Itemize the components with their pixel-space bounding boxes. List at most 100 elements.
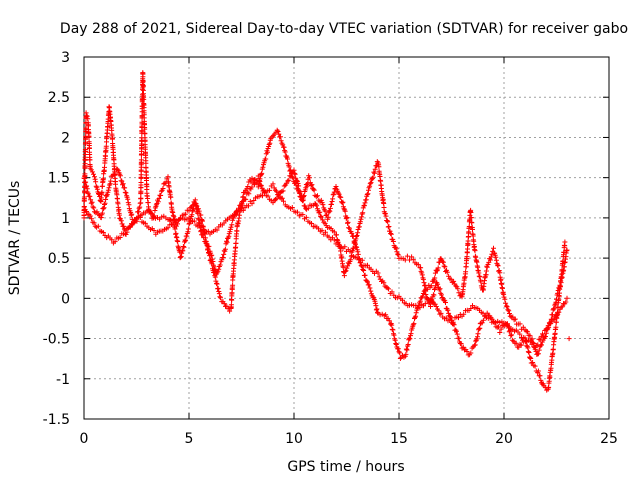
data-point-track-a [397, 350, 403, 356]
data-point-track-b [119, 178, 125, 184]
data-point-track-b [388, 231, 394, 236]
data-point-track-b [434, 268, 440, 274]
data-point-track-a [468, 350, 474, 356]
data-point-track-a [103, 143, 109, 149]
data-point-track-a [509, 332, 515, 338]
data-point-track-b [372, 170, 377, 176]
data-point-track-b [455, 286, 461, 292]
data-point-track-b [359, 214, 365, 220]
data-point-track-a [82, 171, 88, 177]
data-point-track-b [453, 283, 459, 289]
data-point-track-b [105, 187, 111, 193]
data-point-track-a [445, 307, 451, 313]
data-point-track-b [195, 210, 201, 216]
data-point-track-b [186, 221, 192, 227]
data-point-track-b [125, 196, 131, 202]
data-point-track-a [156, 196, 162, 201]
data-point-track-b [209, 252, 215, 258]
data-point-track-b [372, 166, 378, 172]
data-point-track-b [179, 250, 185, 256]
data-point-track-a [160, 186, 166, 191]
data-point-track-a [259, 170, 265, 176]
data-point-track-a [102, 164, 107, 170]
data-point-track-a [367, 285, 373, 291]
data-point-track-b [451, 278, 457, 284]
data-point-track-a [408, 331, 414, 337]
data-point-track-b [470, 227, 475, 232]
data-point-track-a [121, 223, 127, 229]
data-point-track-b [505, 307, 511, 313]
data-point-track-a [93, 179, 99, 185]
data-point-track-a [383, 312, 389, 318]
data-point-track-a [340, 199, 346, 205]
data-point-track-a [550, 346, 556, 352]
data-point-track-a [403, 346, 409, 352]
data-point-track-b [536, 347, 542, 353]
data-point-track-a [436, 287, 442, 293]
data-point-track-a [404, 347, 410, 353]
y-axis-label: SDTVAR / TECUs [7, 181, 23, 296]
y-tick-label: 1.5 [48, 171, 70, 187]
data-point-track-a [198, 212, 204, 218]
data-point-track-b [211, 264, 217, 270]
data-point-track-b [382, 211, 388, 217]
data-point-track-a [395, 346, 401, 352]
data-point-track-b [120, 182, 125, 188]
data-point-track-b [331, 229, 337, 235]
data-point-track-a [336, 191, 342, 197]
data-point-track-a [362, 272, 368, 278]
data-point-track-b [535, 351, 541, 357]
data-point-track-a [407, 336, 413, 342]
data-point-track-b [84, 183, 90, 189]
data-point-track-b [529, 336, 535, 342]
data-point-track-c [335, 240, 341, 245]
data-point-track-b [258, 183, 264, 189]
data-point-track-a [403, 351, 409, 357]
data-point-track-b [402, 257, 408, 263]
data-point-track-b [463, 269, 469, 275]
data-point-track-a [414, 305, 420, 311]
data-point-track-a [373, 303, 379, 309]
data-point-track-b [91, 205, 97, 211]
data-point-track-c [563, 299, 569, 305]
data-point-track-b [558, 280, 564, 286]
data-point-track-a [89, 169, 95, 175]
data-point-track-b [409, 254, 415, 260]
data-point-track-b [504, 304, 510, 310]
data-point-track-b [180, 244, 186, 249]
data-point-track-b [90, 204, 96, 210]
data-point-track-a [428, 304, 433, 309]
data-point-track-b [444, 269, 450, 275]
data-point-track-a [389, 322, 395, 328]
data-point-track-b [99, 210, 105, 216]
y-tick-label: 0 [61, 291, 70, 307]
data-point-track-a [138, 200, 144, 206]
data-point-track-b [502, 296, 508, 302]
data-point-track-b [385, 219, 391, 225]
data-point-track-a [432, 285, 438, 291]
data-point-track-a [229, 297, 235, 303]
data-point-track-c [95, 223, 101, 229]
data-point-track-b [249, 184, 255, 190]
data-point-track-b [394, 249, 400, 255]
data-point-track-b [367, 181, 373, 187]
data-point-track-a [498, 326, 504, 332]
data-point-track-a [546, 384, 552, 390]
data-point-track-c [438, 310, 444, 316]
data-point-track-a [553, 324, 559, 330]
data-point-track-b [340, 264, 346, 270]
data-point-track-b [147, 208, 152, 214]
data-point-track-b [506, 308, 512, 314]
data-point-track-a [346, 225, 352, 231]
data-point-track-a [304, 183, 310, 189]
data-point-track-c [87, 213, 93, 219]
data-point-track-c [326, 234, 332, 240]
data-point-track-c [541, 333, 547, 339]
data-point-track-a [390, 327, 396, 333]
data-point-track-b [288, 173, 294, 179]
data-point-track-b [227, 226, 233, 232]
data-point-track-a [86, 134, 92, 140]
data-point-track-a [282, 149, 288, 155]
data-point-track-a [330, 196, 336, 202]
data-point-track-a [309, 182, 315, 188]
